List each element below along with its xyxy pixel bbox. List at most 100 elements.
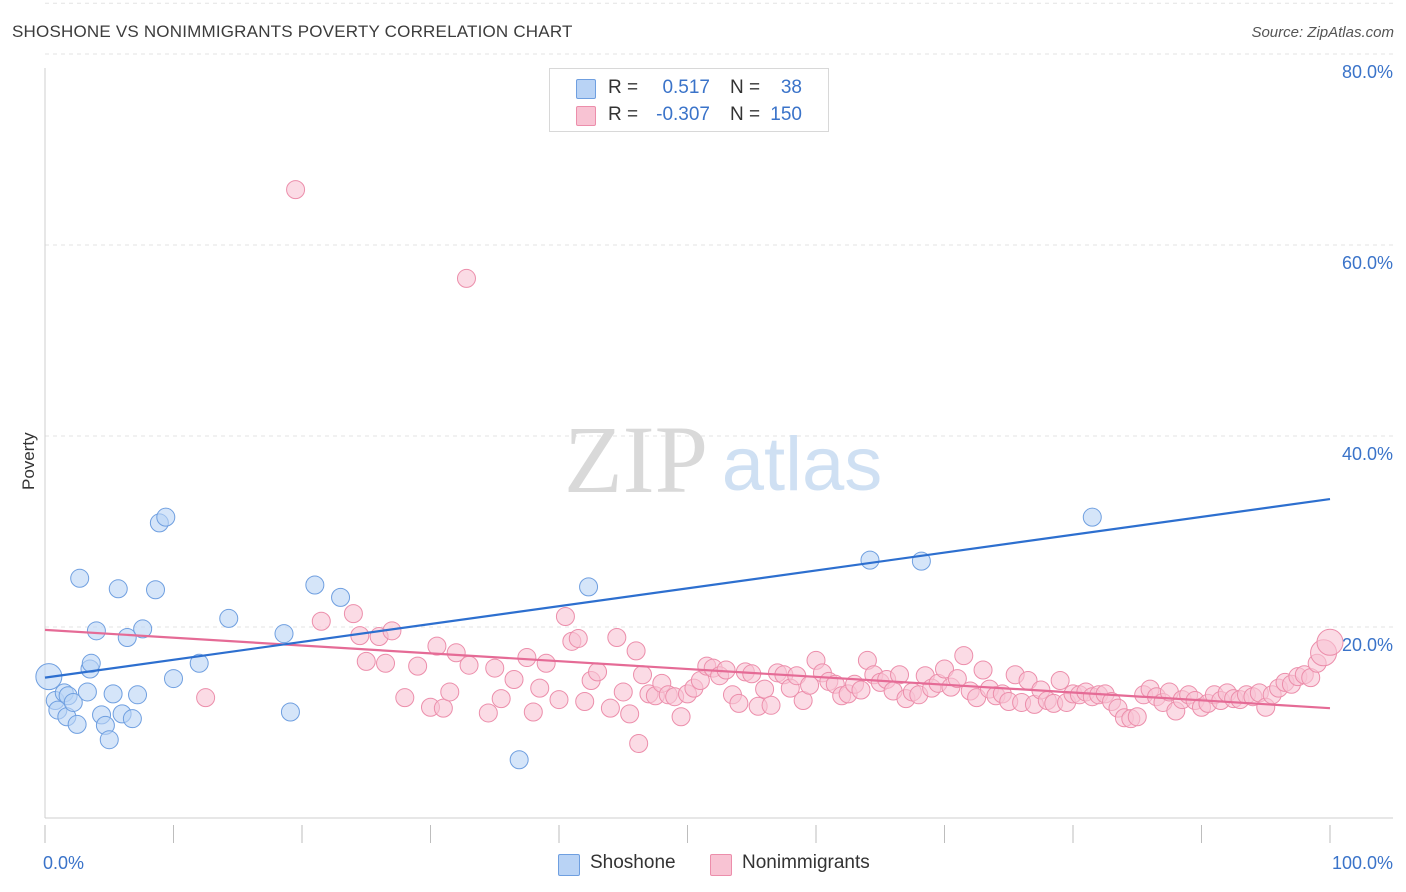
nonimmigrants-point: [395, 688, 415, 708]
nonimmigrants-point: [196, 688, 216, 708]
nonimmigrants-point: [613, 682, 633, 702]
nonimmigrants-point: [549, 690, 569, 710]
nonimmigrants-point: [947, 669, 967, 689]
nonimmigrants-point: [575, 691, 595, 711]
shoshone-point: [67, 714, 87, 734]
nonimmigrants-point: [530, 678, 550, 698]
y-tick-label: 20.0%: [1342, 635, 1393, 655]
nonimmigrants-point: [536, 653, 556, 673]
nonimmigrants-point: [485, 658, 505, 678]
nonimmigrants-point: [491, 689, 511, 709]
nonimmigrants-point: [376, 653, 396, 673]
nonimmigrants-point: [600, 698, 620, 718]
nonimmigrants-point: [890, 665, 910, 685]
shoshone-trend-line: [44, 497, 1331, 679]
watermark-zip: ZIP: [564, 406, 708, 513]
nonimmigrants-point: [456, 268, 476, 288]
shoshone-point: [117, 628, 137, 648]
nonimmigrants-point: [517, 648, 537, 668]
shoshone-point: [305, 575, 325, 595]
shoshone-point: [579, 577, 599, 597]
nonimmigrants-swatch: [710, 854, 732, 876]
nonimmigrants-point: [459, 655, 479, 675]
nonimmigrants-point: [755, 679, 775, 699]
nonimmigrants-point: [588, 662, 608, 682]
r-value: 0.517: [662, 77, 710, 98]
shoshone-point: [164, 669, 183, 689]
shoshone-point: [128, 685, 148, 705]
nonimmigrants-point: [504, 670, 524, 690]
shoshone-point: [77, 682, 97, 702]
watermark-atlas: atlas: [722, 422, 883, 507]
nonimmigrants-point: [427, 636, 447, 656]
legend-label: Nonimmigrants: [742, 852, 870, 873]
nonimmigrants-point: [343, 604, 363, 624]
nonimmigrants-point: [1127, 707, 1147, 727]
n-value: 38: [780, 77, 802, 98]
shoshone-point: [274, 624, 294, 644]
r-label: R =: [608, 77, 639, 98]
nonimmigrants-point: [851, 680, 871, 700]
nonimmigrants-point: [446, 643, 466, 663]
nonimmigrants-point: [555, 606, 575, 626]
watermark: ZIP atlas: [564, 406, 882, 513]
y-tick-label: 60.0%: [1342, 253, 1393, 273]
shoshone-point: [103, 684, 123, 704]
shoshone-point: [860, 550, 880, 570]
trend-lines: [44, 497, 1331, 710]
n-label: N =: [730, 77, 761, 98]
shoshone-point: [1082, 507, 1102, 527]
source-credit: Source: ZipAtlas.com: [1251, 24, 1394, 41]
shoshone-point: [63, 692, 83, 712]
shoshone-point: [133, 619, 153, 639]
y-axis-title: Poverty: [19, 432, 38, 490]
nonimmigrants-point: [620, 704, 640, 724]
nonimmigrants-point: [935, 659, 954, 679]
shoshone-point: [509, 750, 529, 770]
gridlines: [45, 2, 1393, 628]
y-tick-labels: 20.0% 40.0% 60.0% 80.0%: [1342, 62, 1393, 655]
nonimmigrants-point: [973, 660, 993, 680]
r-value: -0.307: [656, 104, 710, 125]
nonimmigrants-point: [440, 682, 460, 702]
nonimmigrants-point: [433, 698, 453, 718]
x-tick-labels: 0.0% 100.0%: [43, 853, 1393, 873]
nonimmigrants-point: [629, 734, 649, 754]
shoshone-point: [70, 568, 90, 588]
shoshone-point: [99, 730, 119, 750]
nonimmigrants-point: [761, 695, 781, 715]
nonimmigrants-point: [1050, 670, 1070, 690]
correlation-legend: R = 0.517 N = 38 R = -0.307 N = 150: [549, 68, 829, 132]
shoshone-point: [156, 507, 176, 527]
nonimmigrants-point: [729, 693, 749, 713]
legend-row-nonimmigrants: R = -0.307 N = 150: [550, 102, 828, 128]
x-tick-label: 0.0%: [43, 853, 84, 873]
nonimmigrants-point: [568, 628, 588, 648]
nonimmigrants-point: [311, 611, 331, 631]
axes: [44, 68, 1393, 843]
shoshone-point: [86, 621, 106, 641]
shoshone-point: [122, 709, 142, 729]
shoshone-swatch: [558, 854, 580, 876]
n-label: N =: [730, 104, 761, 125]
shoshone-swatch: [576, 79, 596, 99]
nonimmigrants-trend-line: [44, 628, 1331, 710]
shoshone-point: [331, 587, 351, 607]
legend-row-shoshone: R = 0.517 N = 38: [550, 75, 828, 101]
n-value: 150: [770, 104, 802, 125]
shoshone-points: [35, 507, 1102, 770]
x-tick-label: 100.0%: [1332, 853, 1393, 873]
nonimmigrants-point: [408, 656, 428, 676]
nonimmigrants-point: [626, 641, 646, 661]
nonimmigrants-point: [633, 665, 653, 685]
nonimmigrants-point: [1316, 628, 1344, 656]
shoshone-point: [108, 579, 128, 599]
nonimmigrants-point: [286, 180, 306, 200]
nonimmigrants-point: [954, 646, 974, 666]
legend-label: Shoshone: [590, 852, 676, 873]
y-tick-label: 40.0%: [1342, 444, 1393, 464]
shoshone-point: [280, 702, 300, 722]
nonimmigrants-point: [356, 651, 376, 671]
shoshone-point: [189, 653, 209, 673]
